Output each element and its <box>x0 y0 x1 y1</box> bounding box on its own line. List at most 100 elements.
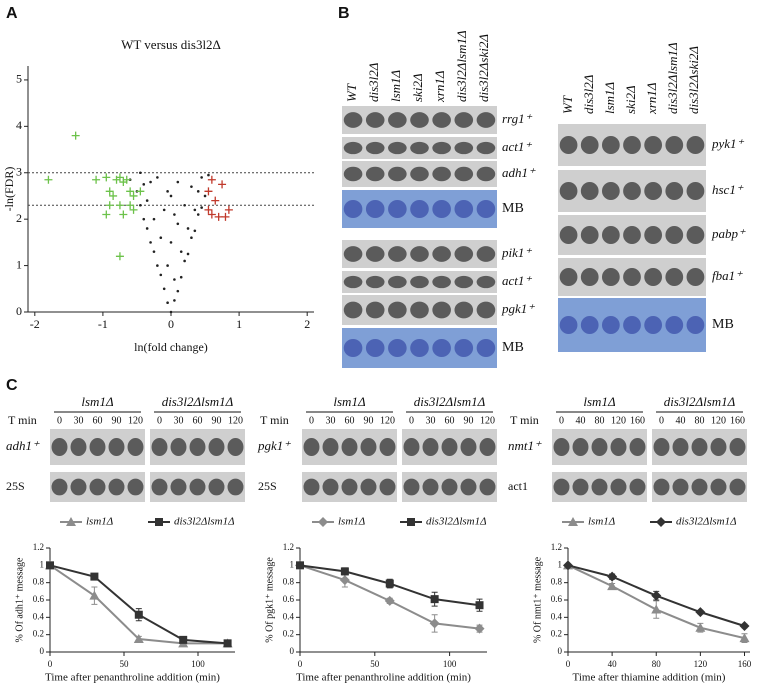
point <box>92 175 101 184</box>
blot-band <box>432 246 451 262</box>
y-tick-label: 0 <box>558 646 563 656</box>
lane-label: dis3l2Δski2Δ <box>476 34 491 102</box>
blot-band <box>379 438 396 456</box>
point <box>196 213 200 216</box>
point <box>200 206 203 209</box>
blot-band <box>151 478 168 496</box>
point <box>651 604 662 614</box>
blot-band <box>591 438 608 456</box>
blot-band <box>454 246 474 262</box>
blot-band <box>410 166 429 182</box>
blot-band <box>686 182 705 200</box>
blot-band <box>189 438 206 456</box>
y-axis-label: % Of pgk1⁺ message <box>264 557 275 643</box>
point <box>89 590 100 600</box>
blot-band <box>151 438 168 456</box>
x-tick-label: 2 <box>304 317 310 331</box>
blot-band <box>410 112 429 128</box>
blot-band <box>601 268 620 286</box>
point <box>159 236 163 240</box>
point <box>179 275 183 279</box>
blot-band <box>343 166 363 182</box>
blot-band <box>686 136 705 154</box>
blot-band <box>322 478 339 496</box>
blot-band <box>623 136 641 154</box>
row-label: pgk1⁺ <box>501 301 535 316</box>
blot-band <box>422 478 439 496</box>
blot-band <box>388 275 407 289</box>
point <box>109 191 118 200</box>
blot-band <box>629 438 646 456</box>
lane-label: lsm1Δ <box>602 81 617 114</box>
blot-band <box>580 182 599 200</box>
x-axis-label: ln(fold change) <box>134 340 208 354</box>
blot-band <box>227 438 244 456</box>
x-tick-label: 1 <box>236 317 242 331</box>
panel-label: C <box>6 377 18 394</box>
blot-band <box>591 478 608 496</box>
blot-band <box>388 339 407 357</box>
point <box>129 205 138 214</box>
time-label: 120 <box>711 415 726 426</box>
time-label: 90 <box>364 415 374 426</box>
point <box>207 175 216 184</box>
point <box>221 212 230 221</box>
blot-band <box>710 478 727 496</box>
point <box>105 201 114 210</box>
lane-label: dis3l2Δ <box>581 74 596 114</box>
blot-band <box>365 200 385 218</box>
point <box>169 194 173 198</box>
point <box>340 567 349 576</box>
blot-band <box>454 275 474 289</box>
row-label: 25S <box>6 479 25 493</box>
time-label: 120 <box>611 415 626 426</box>
blot-band <box>432 275 451 289</box>
y-tick-label: 1 <box>558 559 563 569</box>
y-tick-label: 0.6 <box>551 594 563 604</box>
point <box>145 227 149 230</box>
blot-band <box>432 112 451 128</box>
point <box>176 289 180 293</box>
point <box>122 175 131 184</box>
group-label: dis3l2Δlsm1Δ <box>664 394 736 409</box>
x-tick-label: 100 <box>191 659 205 669</box>
blot-band <box>170 438 187 456</box>
blot-band <box>476 339 496 357</box>
blot-band <box>559 182 578 200</box>
blot-band <box>665 226 684 244</box>
point <box>218 180 227 189</box>
blot-band <box>580 136 599 154</box>
point <box>173 213 176 216</box>
time-label: 120 <box>228 415 243 426</box>
point <box>126 187 135 196</box>
blot-band <box>610 478 627 496</box>
point <box>190 185 193 188</box>
row-label: MB <box>502 340 524 355</box>
y-tick-label: 0.4 <box>33 611 45 621</box>
blot-band <box>208 478 225 496</box>
blot-band <box>580 226 599 244</box>
blot-band <box>476 246 496 262</box>
y-tick-label: 0.4 <box>551 611 563 621</box>
blot-band <box>303 478 320 496</box>
blot-band <box>476 112 496 128</box>
chart-title: WT versus dis3l2Δ <box>121 37 221 52</box>
blot-band <box>403 478 420 496</box>
blot-band <box>672 438 689 456</box>
blot-band <box>108 438 125 456</box>
y-tick-label: 0.8 <box>33 577 45 587</box>
point <box>149 241 152 244</box>
point <box>142 183 146 186</box>
blot-band <box>388 200 407 218</box>
blot-band <box>729 478 746 496</box>
point <box>142 217 146 221</box>
point <box>190 236 193 240</box>
blot-band <box>644 316 663 334</box>
row-label: nmt1⁺ <box>508 438 542 453</box>
point <box>139 171 142 175</box>
point <box>224 205 233 214</box>
time-label: 0 <box>659 415 664 426</box>
blot-band <box>644 182 663 200</box>
blot-band <box>410 301 429 319</box>
row-label: fba1⁺ <box>712 268 743 283</box>
